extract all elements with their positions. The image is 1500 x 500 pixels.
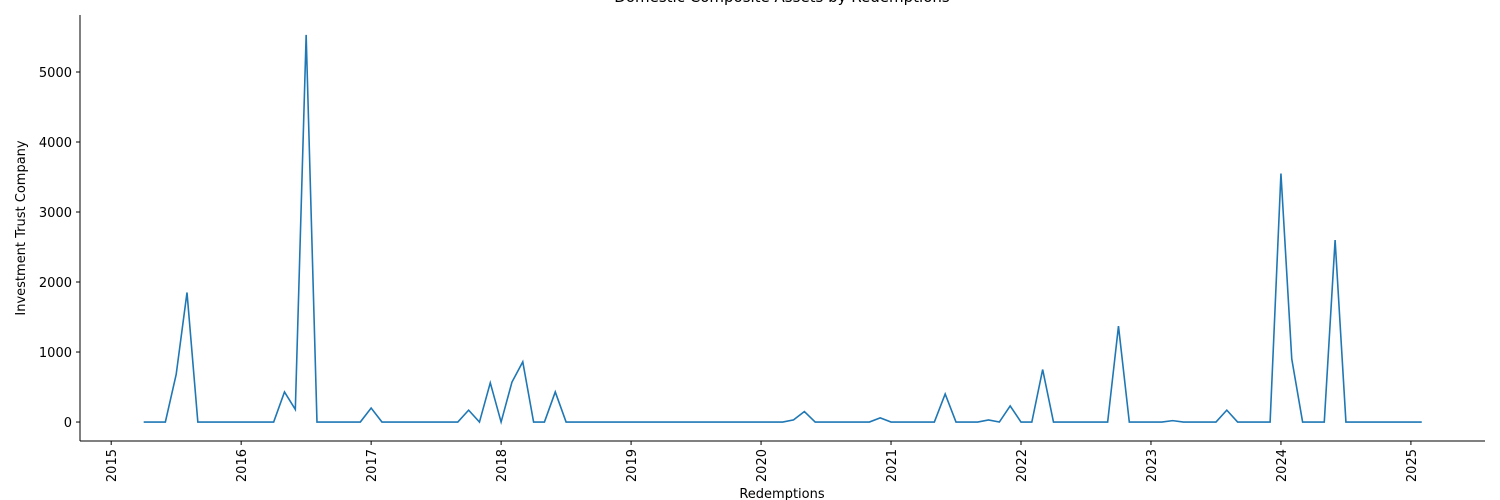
y-tick-label: 3000 [39,206,72,221]
x-tick-label: 2016 [235,449,250,482]
x-tick-label: 2023 [1145,449,1160,482]
x-tick-label: 2017 [365,449,380,482]
y-tick-label: 2000 [39,276,72,291]
x-tick-label: 2022 [1015,449,1030,482]
x-tick-label: 2020 [755,449,770,482]
chart-title: Domestic Composite Assets by Redemptions [614,0,950,6]
x-tick-label: 2015 [105,449,120,482]
y-tick-label: 5000 [39,66,72,81]
x-tick-label: 2024 [1275,449,1290,482]
x-axis-label: Redemptions [739,487,825,500]
x-tick-label: 2021 [885,449,900,482]
x-tick-label: 2018 [495,449,510,482]
y-axis-label: Investment Trust Company [14,140,29,316]
y-tick-label: 1000 [39,346,72,361]
x-tick-label: 2019 [625,449,640,482]
x-tick-label: 2025 [1405,449,1420,482]
data-line [143,34,1422,426]
y-tick-label: 4000 [39,136,72,151]
y-tick-label: 0 [64,416,72,431]
